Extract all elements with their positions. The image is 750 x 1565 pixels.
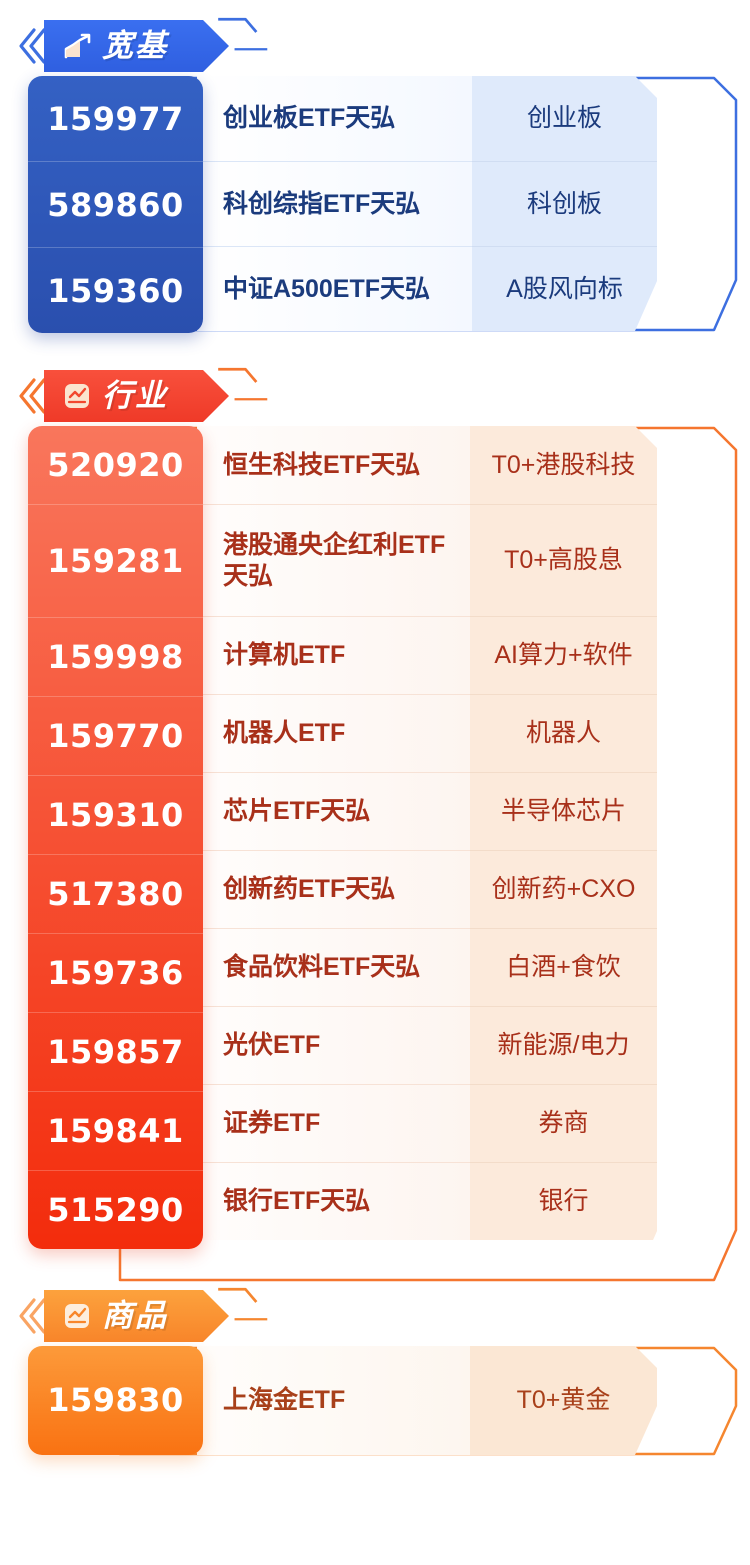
- badge-label: 宽基: [102, 27, 168, 64]
- table-row[interactable]: 上海金ETF T0+黄金: [197, 1346, 657, 1455]
- etf-tag: 白酒+食饮: [470, 928, 657, 1006]
- table-row[interactable]: 机器人ETF 机器人: [197, 694, 657, 772]
- table-row[interactable]: 光伏ETF 新能源/电力: [197, 1006, 657, 1084]
- badge-label: 商品: [102, 1297, 168, 1334]
- card-broad-base: 159977 589860 159360 创业板ETF天弘 创业板 科创综指ET…: [28, 76, 657, 333]
- etf-code[interactable]: 159857: [28, 1012, 203, 1091]
- etf-name: 恒生科技ETF天弘: [197, 426, 470, 504]
- detail-body-industry: 恒生科技ETF天弘 T0+港股科技 港股通央企红利ETF天弘 T0+高股息 计算…: [197, 426, 657, 1249]
- etf-name: 食品饮料ETF天弘: [197, 928, 470, 1006]
- etf-code[interactable]: 159830: [47, 1381, 184, 1419]
- etf-code[interactable]: 159310: [28, 775, 203, 854]
- etf-tag: 银行: [470, 1162, 657, 1240]
- etf-tag: A股风向标: [472, 246, 657, 331]
- badge-label: 行业: [102, 377, 168, 414]
- section-broad-base: 159977 589860 159360 创业板ETF天弘 创业板 科创综指ET…: [0, 0, 750, 350]
- corner-decoration-icon: [218, 1287, 268, 1321]
- etf-code[interactable]: 159360: [28, 247, 203, 333]
- etf-name: 机器人ETF: [197, 694, 470, 772]
- etf-code[interactable]: 520920: [47, 446, 184, 484]
- etf-code[interactable]: 515290: [28, 1170, 203, 1249]
- etf-tag: 券商: [470, 1084, 657, 1162]
- etf-tag: T0+港股科技: [470, 426, 657, 504]
- corner-decoration-icon: [218, 17, 268, 51]
- line-chart-icon: [62, 381, 92, 411]
- table-row[interactable]: 创新药ETF天弘 创新药+CXO: [197, 850, 657, 928]
- etf-tag: 半导体芯片: [470, 772, 657, 850]
- double-chevron-left-icon: [19, 28, 46, 64]
- table-row[interactable]: 计算机ETF AI算力+软件: [197, 616, 657, 694]
- etf-tag: 科创板: [472, 161, 657, 246]
- etf-code[interactable]: 159770: [28, 696, 203, 775]
- etf-tag: 创业板: [472, 76, 657, 161]
- table-row[interactable]: 芯片ETF天弘 半导体芯片: [197, 772, 657, 850]
- etf-code[interactable]: 159841: [28, 1091, 203, 1170]
- card-commodity: 159830 上海金ETF T0+黄金: [28, 1346, 657, 1455]
- etf-name: 证券ETF: [197, 1084, 470, 1162]
- etf-tag: T0+高股息: [470, 504, 657, 616]
- etf-code[interactable]: 159977: [47, 99, 184, 138]
- table-row[interactable]: 银行ETF天弘 银行: [197, 1162, 657, 1240]
- etf-name: 芯片ETF天弘: [197, 772, 470, 850]
- growth-bar-chart-icon: [62, 31, 92, 61]
- etf-tag: 创新药+CXO: [470, 850, 657, 928]
- etf-name: 计算机ETF: [197, 616, 470, 694]
- etf-name: 港股通央企红利ETF天弘: [197, 504, 470, 616]
- etf-name: 银行ETF天弘: [197, 1162, 470, 1240]
- double-chevron-left-icon: [19, 378, 46, 414]
- etf-code[interactable]: 159998: [28, 617, 203, 696]
- etf-tag: 机器人: [470, 694, 657, 772]
- corner-decoration-icon: [218, 367, 268, 401]
- table-row[interactable]: 恒生科技ETF天弘 T0+港股科技: [197, 426, 657, 504]
- table-row[interactable]: 港股通央企红利ETF天弘 T0+高股息: [197, 504, 657, 616]
- etf-tag: AI算力+软件: [470, 616, 657, 694]
- line-chart-icon: [62, 1301, 92, 1331]
- card-industry: 520920 159281 159998 159770 159310 51738…: [28, 426, 657, 1249]
- etf-name: 科创综指ETF天弘: [197, 161, 472, 246]
- etf-code[interactable]: 589860: [28, 161, 203, 247]
- etf-name: 创新药ETF天弘: [197, 850, 470, 928]
- code-column-commodity: 159830: [28, 1346, 203, 1455]
- etf-code[interactable]: 517380: [28, 854, 203, 933]
- section-commodity: 159830 上海金ETF T0+黄金 商品: [0, 1270, 750, 1565]
- table-row[interactable]: 食品饮料ETF天弘 白酒+食饮: [197, 928, 657, 1006]
- etf-name: 上海金ETF: [197, 1346, 470, 1455]
- detail-body-broad-base: 创业板ETF天弘 创业板 科创综指ETF天弘 科创板 中证A500ETF天弘 A…: [197, 76, 657, 333]
- table-row[interactable]: 科创综指ETF天弘 科创板: [197, 161, 657, 246]
- table-row[interactable]: 证券ETF 券商: [197, 1084, 657, 1162]
- etf-tag: 新能源/电力: [470, 1006, 657, 1084]
- etf-code[interactable]: 159736: [28, 933, 203, 1012]
- etf-name: 创业板ETF天弘: [197, 76, 472, 161]
- detail-body-commodity: 上海金ETF T0+黄金: [197, 1346, 657, 1455]
- code-column-industry: 520920 159281 159998 159770 159310 51738…: [28, 426, 203, 1249]
- badge-commodity[interactable]: 商品: [44, 1290, 229, 1342]
- etf-name: 光伏ETF: [197, 1006, 470, 1084]
- badge-industry[interactable]: 行业: [44, 370, 229, 422]
- etf-name: 中证A500ETF天弘: [197, 246, 472, 331]
- table-row[interactable]: 中证A500ETF天弘 A股风向标: [197, 246, 657, 331]
- etf-code[interactable]: 159281: [28, 504, 203, 617]
- code-column-broad-base: 159977 589860 159360: [28, 76, 203, 333]
- section-industry: 520920 159281 159998 159770 159310 51738…: [0, 350, 750, 1282]
- badge-broad-base[interactable]: 宽基: [44, 20, 229, 72]
- double-chevron-left-icon: [19, 1298, 46, 1334]
- table-row[interactable]: 创业板ETF天弘 创业板: [197, 76, 657, 161]
- etf-tag: T0+黄金: [470, 1346, 657, 1455]
